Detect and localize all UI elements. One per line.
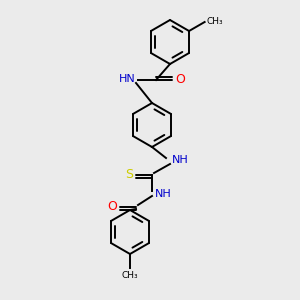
Text: HN: HN	[119, 74, 136, 84]
Text: S: S	[125, 168, 133, 181]
Text: CH₃: CH₃	[122, 271, 138, 280]
Text: O: O	[107, 200, 117, 213]
Text: NH: NH	[155, 189, 172, 199]
Text: O: O	[175, 73, 185, 86]
Text: CH₃: CH₃	[207, 17, 223, 26]
Text: NH: NH	[172, 155, 189, 165]
